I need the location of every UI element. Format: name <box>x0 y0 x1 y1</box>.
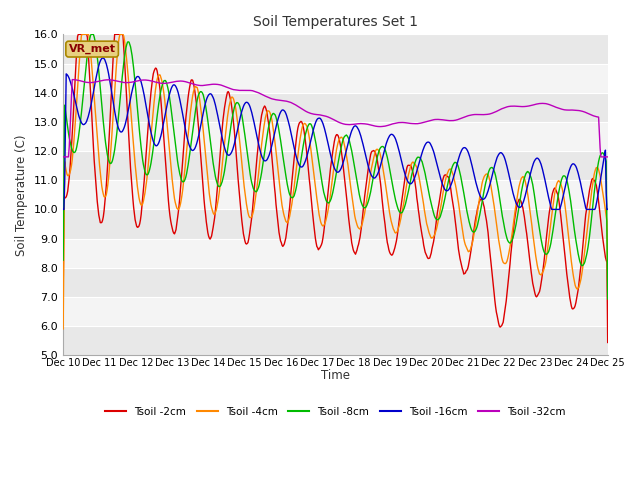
Bar <box>63 239 608 268</box>
Bar <box>63 63 608 93</box>
Y-axis label: Soil Temperature (C): Soil Temperature (C) <box>15 134 28 255</box>
Title: Soil Temperatures Set 1: Soil Temperatures Set 1 <box>253 15 418 29</box>
Bar <box>63 268 608 297</box>
Bar <box>63 326 608 355</box>
Text: VR_met: VR_met <box>68 44 116 54</box>
X-axis label: Time: Time <box>321 370 350 383</box>
Bar <box>63 93 608 122</box>
Bar <box>63 297 608 326</box>
Bar <box>63 209 608 239</box>
Bar <box>63 151 608 180</box>
Bar <box>63 180 608 209</box>
Legend: Tsoil -2cm, Tsoil -4cm, Tsoil -8cm, Tsoil -16cm, Tsoil -32cm: Tsoil -2cm, Tsoil -4cm, Tsoil -8cm, Tsoi… <box>101 402 570 420</box>
Bar <box>63 122 608 151</box>
Bar <box>63 35 608 63</box>
